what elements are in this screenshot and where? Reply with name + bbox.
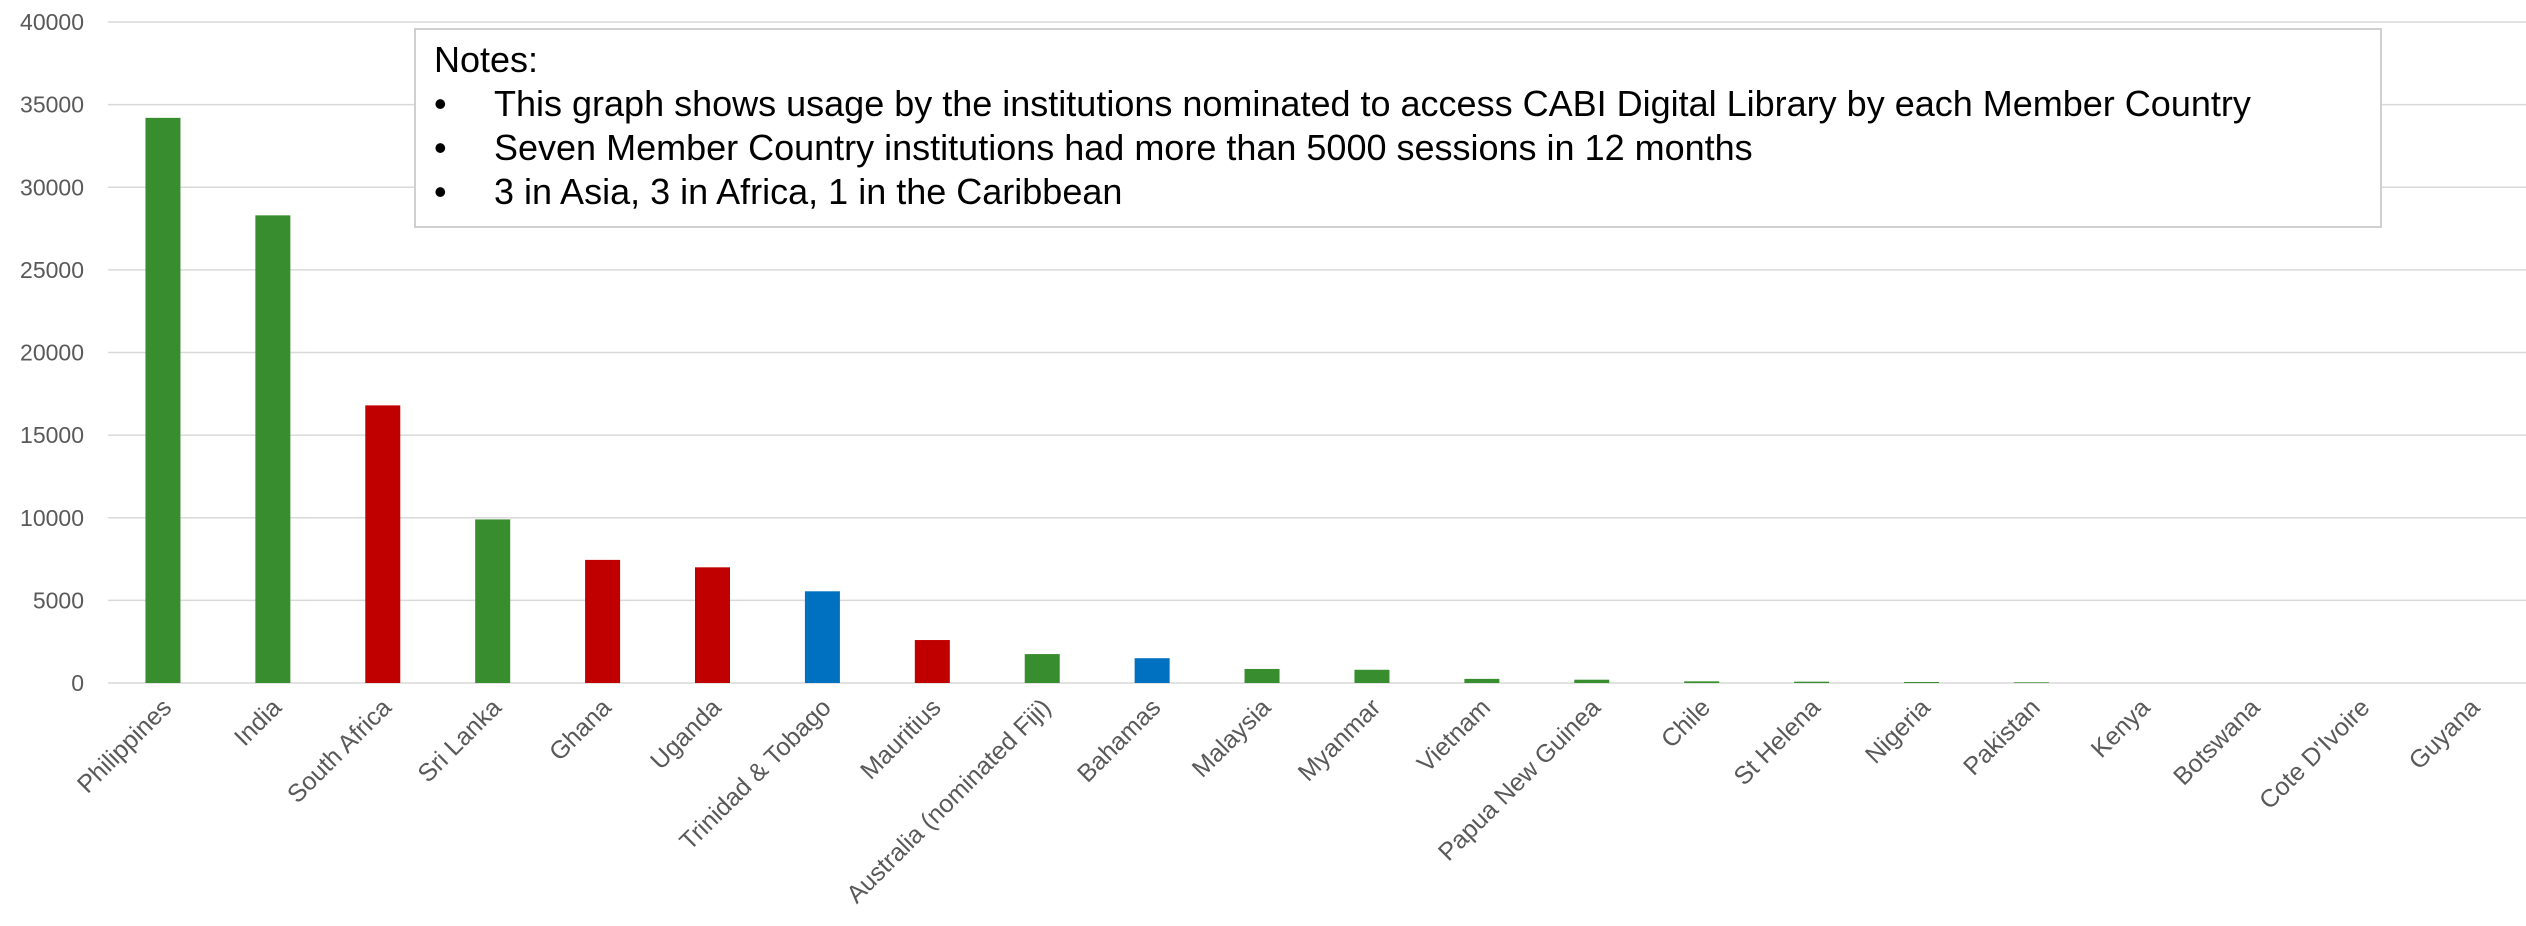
notes-item-text: 3 in Asia, 3 in Africa, 1 in the Caribbe… (494, 171, 1123, 212)
bars (145, 117, 2049, 684)
y-tick-label: 15000 (20, 422, 84, 448)
x-tick-label: South Africa (282, 693, 397, 808)
x-tick-label: Vietnam (1412, 693, 1496, 777)
bullet-glyph: • (434, 171, 447, 212)
notes-item: • Seven Member Country institutions had m… (434, 126, 2362, 170)
y-axis-tick-labels: 0 5000 10000 15000 20000 25000 30000 35000 40000 (20, 9, 84, 696)
x-tick-label: Mauritius (855, 693, 947, 785)
notes-box: Notes: • This graph shows usage by the in… (414, 28, 2382, 228)
y-tick-label: 20000 (20, 340, 84, 366)
y-tick-label: 40000 (20, 9, 84, 35)
x-tick-label: Botswana (2168, 693, 2266, 791)
bar (475, 519, 511, 683)
bar (804, 591, 840, 683)
bullet-glyph: • (434, 83, 447, 124)
y-tick-label: 5000 (33, 587, 84, 613)
x-tick-label: Cote D'Ivoire (2254, 693, 2375, 814)
bar (1574, 679, 1610, 683)
bar (1464, 678, 1500, 683)
notes-item: • This graph shows usage by the instituti… (434, 82, 2362, 126)
y-tick-label: 0 (71, 670, 84, 696)
x-tick-label: Sri Lanka (412, 693, 507, 788)
x-tick-label: Uganda (645, 693, 727, 775)
bar (365, 405, 401, 683)
bar (1244, 668, 1280, 683)
y-tick-label: 30000 (20, 174, 84, 200)
x-tick-label: St Helena (1728, 693, 1826, 791)
bar (1904, 682, 1939, 683)
bar (145, 117, 181, 684)
bar (585, 559, 621, 683)
notes-title: Notes: (434, 39, 539, 80)
x-tick-label: Guyana (2404, 693, 2486, 775)
y-tick-label: 10000 (20, 505, 84, 531)
bar (1024, 654, 1060, 683)
bar (2013, 682, 2049, 683)
x-tick-label: Australia (nominated Fiji) (841, 693, 1056, 908)
x-tick-label: Bahamas (1072, 693, 1166, 787)
notes-item: • 3 in Asia, 3 in Africa, 1 in the Caribb… (434, 170, 2362, 214)
bar (1134, 658, 1170, 683)
x-tick-label: Pakistan (1958, 693, 2046, 781)
x-tick-label: Nigeria (1860, 693, 1936, 769)
notes-list: • This graph shows usage by the instituti… (434, 82, 2362, 214)
bar (1354, 669, 1390, 683)
bullet-glyph: • (434, 127, 447, 168)
x-tick-label: Kenya (2086, 693, 2156, 763)
bar (695, 567, 730, 683)
x-tick-label: Malaysia (1187, 693, 1277, 783)
y-tick-label: 35000 (20, 92, 84, 118)
bar (1684, 681, 1720, 683)
x-tick-label: Chile (1656, 693, 1716, 753)
notes-item-text: This graph shows usage by the institutio… (494, 83, 2251, 124)
bar (1794, 681, 1830, 683)
y-tick-label: 25000 (20, 257, 84, 283)
x-tick-label: India (229, 693, 287, 751)
x-tick-label: Ghana (544, 693, 617, 766)
notes-item-text: Seven Member Country institutions had mo… (494, 127, 1753, 168)
bar (255, 215, 291, 683)
x-tick-label: Philippines (72, 693, 177, 798)
bar (914, 640, 950, 683)
x-tick-label: Myanmar (1293, 693, 1386, 786)
